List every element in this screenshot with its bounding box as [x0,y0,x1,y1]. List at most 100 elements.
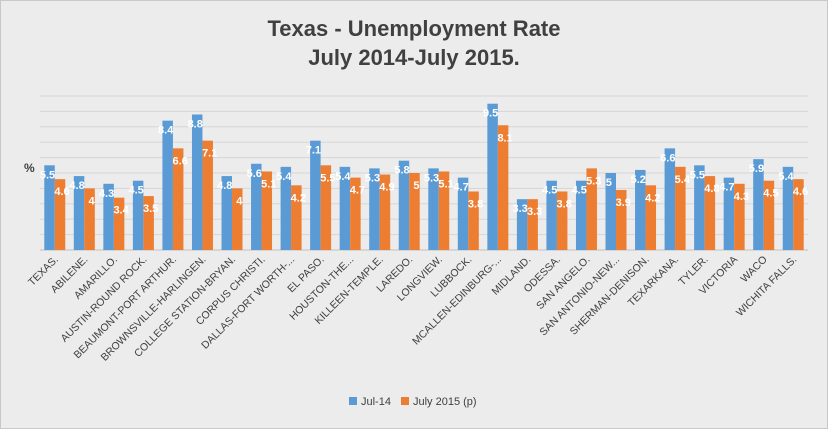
data-label-july-2015: 3.9 [616,197,631,209]
y-axis-label: % [24,161,35,175]
bar-jul-14 [575,180,587,250]
data-label-july-2015: 7.1 [202,148,217,160]
bar-july-2015 [291,185,302,250]
data-label-jul-14: 4.5 [128,185,143,197]
data-label-july-2015: 8.1 [497,132,512,144]
bar-july-2015 [527,199,538,250]
legend-label-july-2015: July 2015 (p) [413,396,477,408]
data-label-jul-14: 5.9 [749,163,764,175]
chart-title-line1: Texas - Unemployment Rate [267,16,561,41]
bar-july-2015 [438,171,450,250]
bar-july-2015 [704,176,716,250]
bar-july-2015 [586,168,597,250]
bar-jul-14 [398,160,410,250]
data-label-july-2015: 4 [88,195,95,207]
chart-title: Texas - Unemployment Rate July 2014-July… [0,14,828,72]
bar-july-2015 [143,196,154,250]
data-label-july-2015: 3.4 [113,205,129,217]
data-label-july-2015: 4.6 [793,186,808,198]
bar-jul-14 [605,173,616,250]
data-label-jul-14: 5.5 [40,169,55,181]
data-label-jul-14: 5.4 [276,171,292,183]
data-label-july-2015: 3.3 [527,206,542,218]
data-label-july-2015: 5.1 [261,178,276,190]
bar-july-2015 [645,185,657,250]
data-label-jul-14: 6.6 [660,152,675,164]
bar-jul-14 [723,177,735,250]
data-label-jul-14: 9.5 [483,108,498,120]
data-label-jul-14: 4.8 [69,180,84,192]
bar-july-2015 [556,191,568,250]
data-label-july-2015: 6.6 [173,155,188,167]
data-label-july-2015: 4.6 [54,186,69,198]
data-label-jul-14: 4.5 [542,185,557,197]
chart-title-line2: July 2014-July 2015. [308,45,520,70]
data-label-jul-14: 5.6 [247,168,262,180]
data-label-jul-14: 4.5 [572,185,587,197]
data-label-jul-14: 3.3 [512,203,527,215]
bar-jul-14 [487,103,498,250]
data-label-jul-14: 5.3 [424,172,439,184]
data-label-jul-14: 5.4 [335,171,351,183]
bar-july-2015 [497,125,509,250]
data-label-jul-14: 5.5 [690,169,705,181]
bar-jul-14 [753,159,764,250]
bar-july-2015 [320,165,332,250]
data-label-july-2015: 4 [236,195,243,207]
bar-jul-14 [664,148,676,250]
data-label-july-2015: 4.9 [379,182,394,194]
data-label-jul-14: 7.1 [306,145,321,157]
legend: Jul-14 July 2015 (p) [349,396,477,408]
data-label-july-2015: 5.4 [675,174,691,186]
bar-july-2015 [675,166,686,250]
legend-swatch-jul-14 [349,397,357,405]
data-label-july-2015: 5.1 [438,178,453,190]
bar-jul-14 [103,183,114,250]
data-label-july-2015: 5.5 [320,172,335,184]
data-labels: 5.54.64.844.33.44.53.58.46.68.87.14.845.… [40,108,808,218]
bar-july-2015 [763,180,775,250]
bar-july-2015 [202,140,213,250]
bar-july-2015 [232,188,243,250]
data-label-jul-14: 4.8 [217,180,232,192]
bar-jul-14 [457,177,469,250]
data-label-july-2015: 3.8 [557,198,572,210]
data-label-july-2015: 4.8 [704,183,719,195]
bars [44,103,804,250]
bar-jul-14 [162,120,173,250]
data-label-jul-14: 5 [606,177,612,189]
bar-july-2015 [113,197,125,250]
data-label-jul-14: 4.7 [719,182,734,194]
data-label-jul-14: 5.3 [365,172,380,184]
bar-july-2015 [734,183,745,250]
bar-jul-14 [369,168,380,250]
data-label-jul-14: 8.4 [158,125,174,137]
data-label-jul-14: 5.8 [394,165,409,177]
bar-jul-14 [339,166,351,250]
data-label-july-2015: 3.5 [143,203,158,215]
bar-jul-14 [191,114,203,250]
bar-jul-14 [782,166,794,250]
bar-jul-14 [310,140,321,250]
bar-jul-14 [73,176,85,250]
bar-july-2015 [54,179,66,250]
data-label-july-2015: 5 [413,180,419,192]
data-label-july-2015: 4.7 [350,185,365,197]
bar-july-2015 [616,189,627,250]
bar-july-2015 [468,191,479,250]
bar-july-2015 [350,177,361,250]
bar-jul-14 [694,165,705,250]
bar-jul-14 [44,165,55,250]
bar-july-2015 [84,188,95,250]
data-label-july-2015: 4.2 [645,192,660,204]
bar-july-2015 [172,148,184,250]
legend-swatch-july-2015 [401,397,409,405]
category-labels: TEXAS.ABILENE.AMARILLO.AUSTIN-ROUND ROCK… [26,254,799,364]
data-label-jul-14: 5.2 [631,174,646,186]
legend-label-jul-14: Jul-14 [361,396,391,408]
bar-jul-14 [635,169,646,250]
bar-jul-14 [428,168,439,250]
bar-jul-14 [251,163,262,250]
data-label-july-2015: 5.3 [586,175,601,187]
